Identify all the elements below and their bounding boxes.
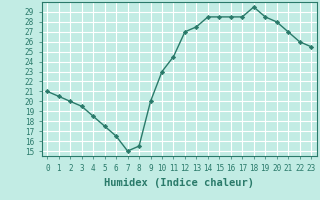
X-axis label: Humidex (Indice chaleur): Humidex (Indice chaleur) bbox=[104, 178, 254, 188]
